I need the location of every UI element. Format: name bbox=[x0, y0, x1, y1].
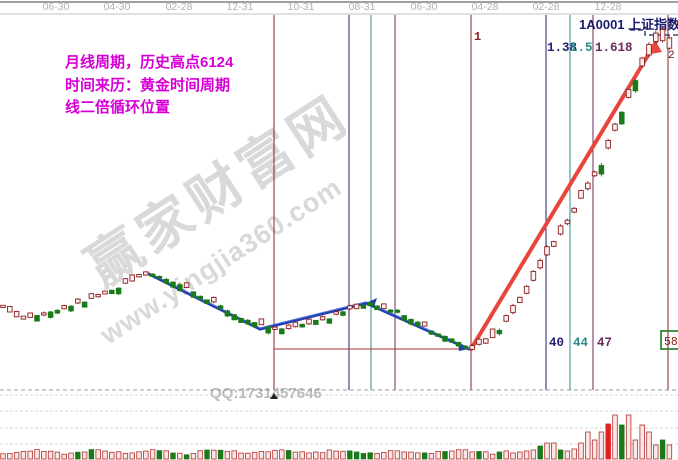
svg-text:47: 47 bbox=[597, 336, 612, 350]
svg-text:04-28: 04-28 bbox=[472, 1, 499, 13]
svg-text:40: 40 bbox=[549, 336, 564, 350]
svg-text:44: 44 bbox=[573, 336, 589, 350]
svg-text:06-30: 06-30 bbox=[411, 1, 438, 13]
svg-text:10-31: 10-31 bbox=[288, 1, 315, 13]
svg-text:02-28: 02-28 bbox=[533, 1, 560, 13]
svg-text:1.618: 1.618 bbox=[595, 41, 633, 55]
svg-text:08-31: 08-31 bbox=[349, 1, 376, 13]
svg-text:2: 2 bbox=[668, 50, 675, 62]
svg-text:06-30: 06-30 bbox=[43, 1, 70, 13]
svg-text:02-28: 02-28 bbox=[166, 1, 193, 13]
svg-text:12-28: 12-28 bbox=[595, 1, 622, 13]
svg-text:12-31: 12-31 bbox=[227, 1, 254, 13]
svg-text:1: 1 bbox=[474, 30, 481, 44]
svg-text:04-30: 04-30 bbox=[104, 1, 131, 13]
svg-text:1.5: 1.5 bbox=[570, 41, 593, 55]
svg-text:58: 58 bbox=[664, 336, 678, 349]
